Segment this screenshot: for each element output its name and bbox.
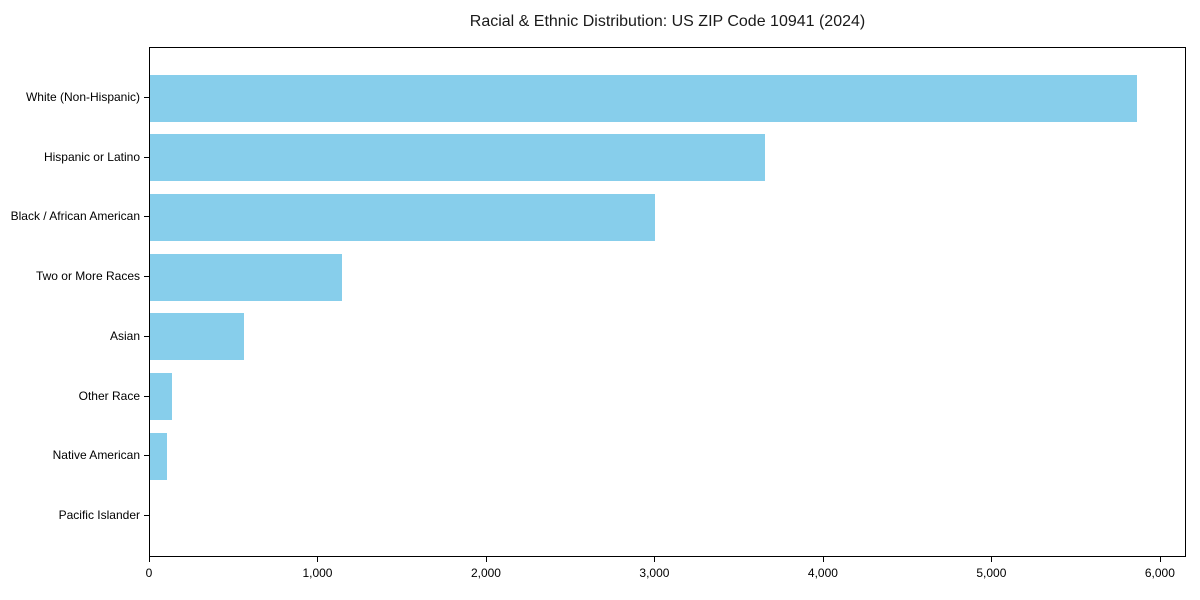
y-axis-label: Black / African American: [10, 209, 140, 224]
y-axis-label: Hispanic or Latino: [43, 149, 140, 164]
y-axis-label: Two or More Races: [35, 269, 140, 284]
x-tick-mark: [485, 557, 487, 562]
y-tick-mark: [144, 97, 149, 98]
y-axis-label: Pacific Islander: [58, 507, 140, 522]
y-tick-mark: [144, 514, 149, 516]
plot-area: [149, 47, 1186, 557]
y-tick-mark: [144, 276, 149, 278]
bar-0: [150, 74, 1138, 122]
x-axis-label: 2,000: [470, 566, 501, 580]
x-tick-mark: [317, 557, 319, 562]
x-tick-mark: [149, 557, 150, 562]
bar-6: [150, 432, 167, 480]
bar-1: [150, 134, 765, 182]
y-axis-label: Asian: [109, 328, 140, 343]
y-tick-mark: [144, 335, 149, 337]
y-tick-mark: [144, 395, 149, 397]
y-tick-mark: [144, 216, 149, 218]
x-axis-label: 5,000: [976, 566, 1007, 580]
chart-title: Racial & Ethnic Distribution: US ZIP Cod…: [469, 13, 866, 30]
y-tick-mark: [144, 156, 149, 158]
x-axis-label: 6,000: [1144, 566, 1175, 580]
bar-4: [150, 313, 245, 361]
x-tick-mark: [1159, 557, 1161, 562]
x-axis-label: 0: [145, 566, 153, 580]
y-axis-label: White (Non-Hispanic): [25, 90, 140, 104]
x-axis-label: 4,000: [807, 566, 838, 580]
x-tick-mark: [991, 557, 993, 562]
y-tick-mark: [144, 455, 149, 457]
x-tick-mark: [822, 557, 824, 562]
y-axis-label: Native American: [52, 448, 140, 463]
bar-2: [150, 193, 656, 241]
bar-5: [150, 373, 172, 421]
x-tick-mark: [654, 557, 656, 562]
x-axis-label: 1,000: [302, 566, 333, 580]
bar-3: [150, 253, 343, 301]
y-axis-label: Other Race: [78, 388, 140, 403]
x-axis-label: 3,000: [639, 566, 670, 580]
